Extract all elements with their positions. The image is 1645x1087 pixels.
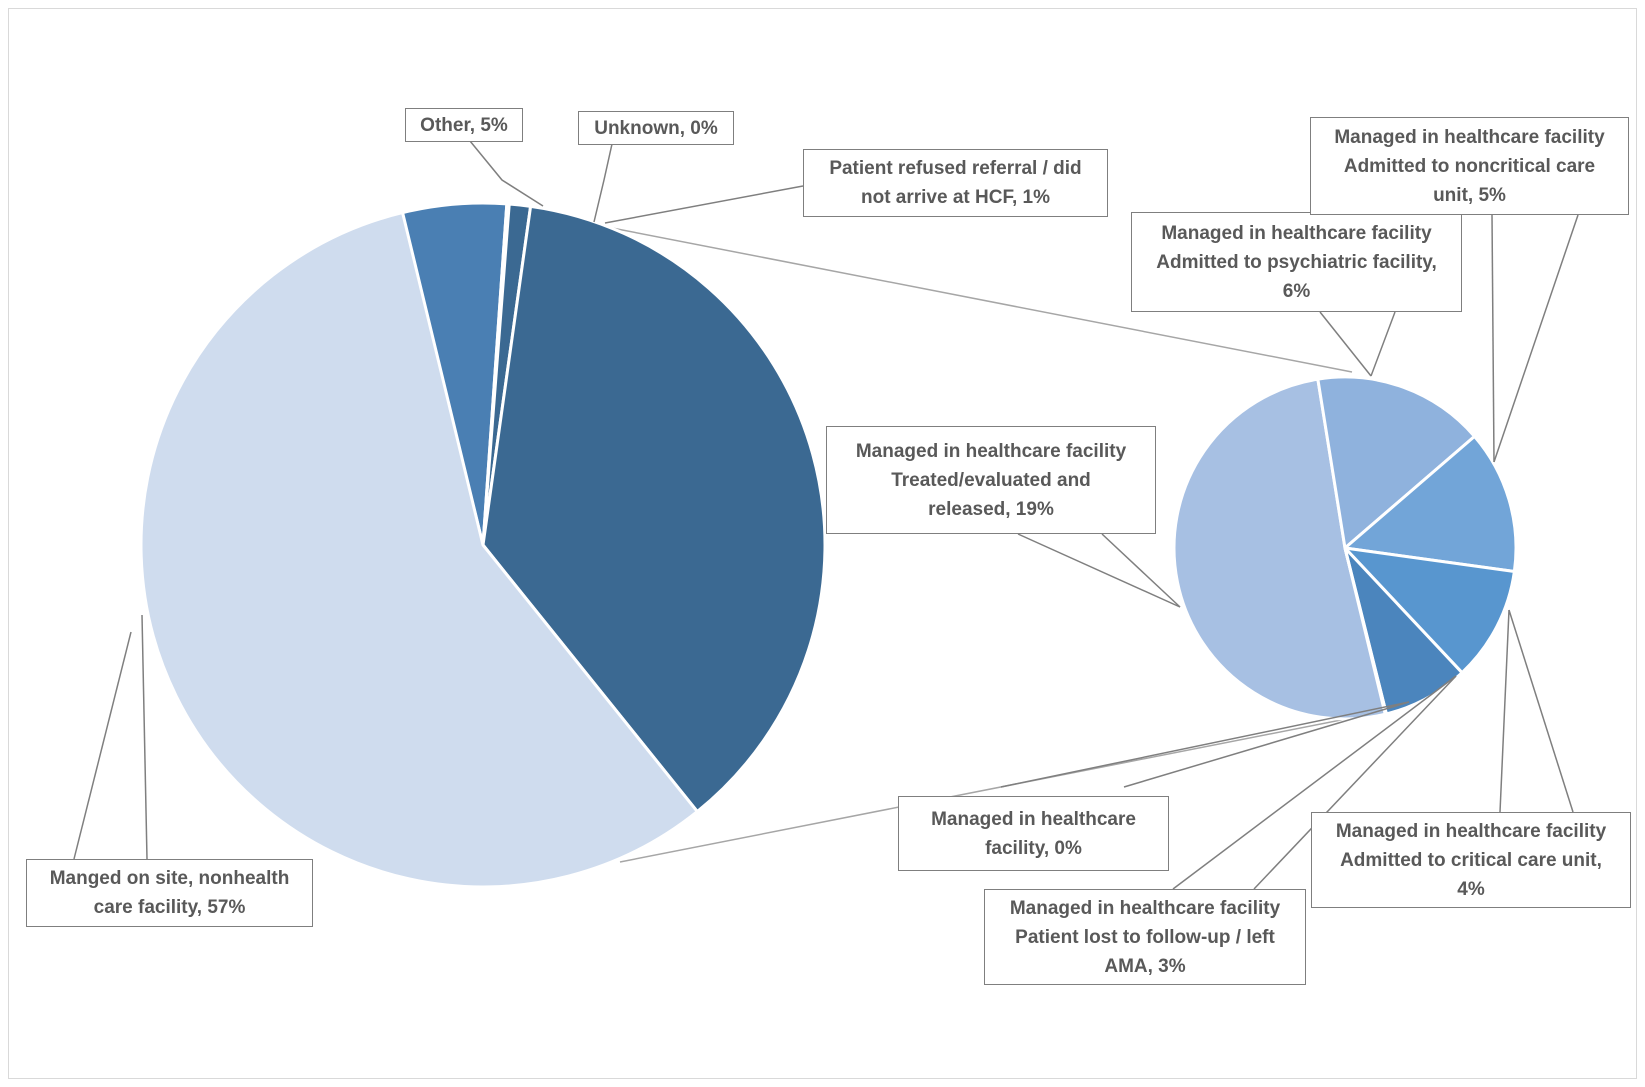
data-label-secondary-managed-in-healthcare-facility-admitted-to-critical-care-unit: Managed in healthcare facility Admitted t… bbox=[1311, 812, 1631, 908]
leader-line bbox=[1000, 701, 1410, 788]
leader-line bbox=[1319, 311, 1372, 377]
leader-line bbox=[1508, 609, 1574, 813]
leader-line bbox=[141, 614, 148, 860]
data-label-secondary-managed-in-healthcare-facility-admitted-to-psychiatric-facility: Managed in healthcare facility Admitted t… bbox=[1131, 212, 1462, 312]
data-label-other: Other, 5% bbox=[405, 108, 523, 142]
leader-line bbox=[1491, 214, 1495, 463]
leader-line bbox=[1172, 675, 1457, 890]
leader-line bbox=[1253, 675, 1457, 890]
data-label-secondary-managed-in-healthcare-facility-treated-evaluated-and-released: Managed in healthcare facility Treated/ev… bbox=[826, 426, 1156, 534]
data-label-patient-refused-referral-did-not-arrive-at-hcf: Patient refused referral / did not arrive… bbox=[803, 149, 1108, 217]
data-label-secondary-managed-in-healthcare-facility-admitted-to-noncritical-care-unit: Managed in healthcare facility Admitted t… bbox=[1310, 117, 1629, 215]
leader-line bbox=[73, 631, 132, 860]
leader-line bbox=[1123, 701, 1410, 788]
leader-line bbox=[1499, 609, 1510, 813]
leader-line bbox=[469, 140, 544, 207]
leader-line bbox=[593, 143, 613, 223]
slice-secondary-managed-in-healthcare-facility-treated-evaluated-and-released bbox=[1172, 377, 1388, 721]
data-label-manged-on-site-nonhealth-care-facility: Manged on site, nonhealth care facility, … bbox=[26, 859, 313, 927]
slice-manged-on-site-nonhealth-care-facility bbox=[139, 211, 699, 889]
data-label-secondary-managed-in-healthcare-facility: Managed in healthcare facility, 0% bbox=[898, 796, 1169, 871]
secondary-pie bbox=[1172, 375, 1518, 721]
data-label-unknown: Unknown, 0% bbox=[578, 111, 734, 145]
slice-secondary-managed-in-healthcare-facility-admitted-to-psychiatric-facility bbox=[1316, 375, 1477, 550]
leader-line bbox=[1493, 214, 1579, 463]
leader-line bbox=[604, 185, 804, 224]
leader-line bbox=[1370, 311, 1396, 377]
slice-managed-in-healthcare-facility bbox=[481, 204, 827, 814]
leader-line bbox=[1101, 533, 1181, 608]
data-label-secondary-managed-in-healthcare-facility-patient-lost-to-follow-up-left-ama: Managed in healthcare facility Patient lo… bbox=[984, 889, 1306, 985]
slice-secondary-managed-in-healthcare-facility-admitted-to-noncritical-care-unit bbox=[1343, 434, 1518, 573]
leader-line bbox=[1017, 533, 1181, 608]
slice-secondary-managed-in-healthcare-facility bbox=[1343, 546, 1388, 716]
leader-lines bbox=[73, 140, 1579, 890]
primary-pie bbox=[139, 201, 827, 889]
slice-secondary-managed-in-healthcare-facility-admitted-to-critical-care-unit bbox=[1343, 546, 1516, 675]
series-connector-line bbox=[611, 227, 1353, 373]
